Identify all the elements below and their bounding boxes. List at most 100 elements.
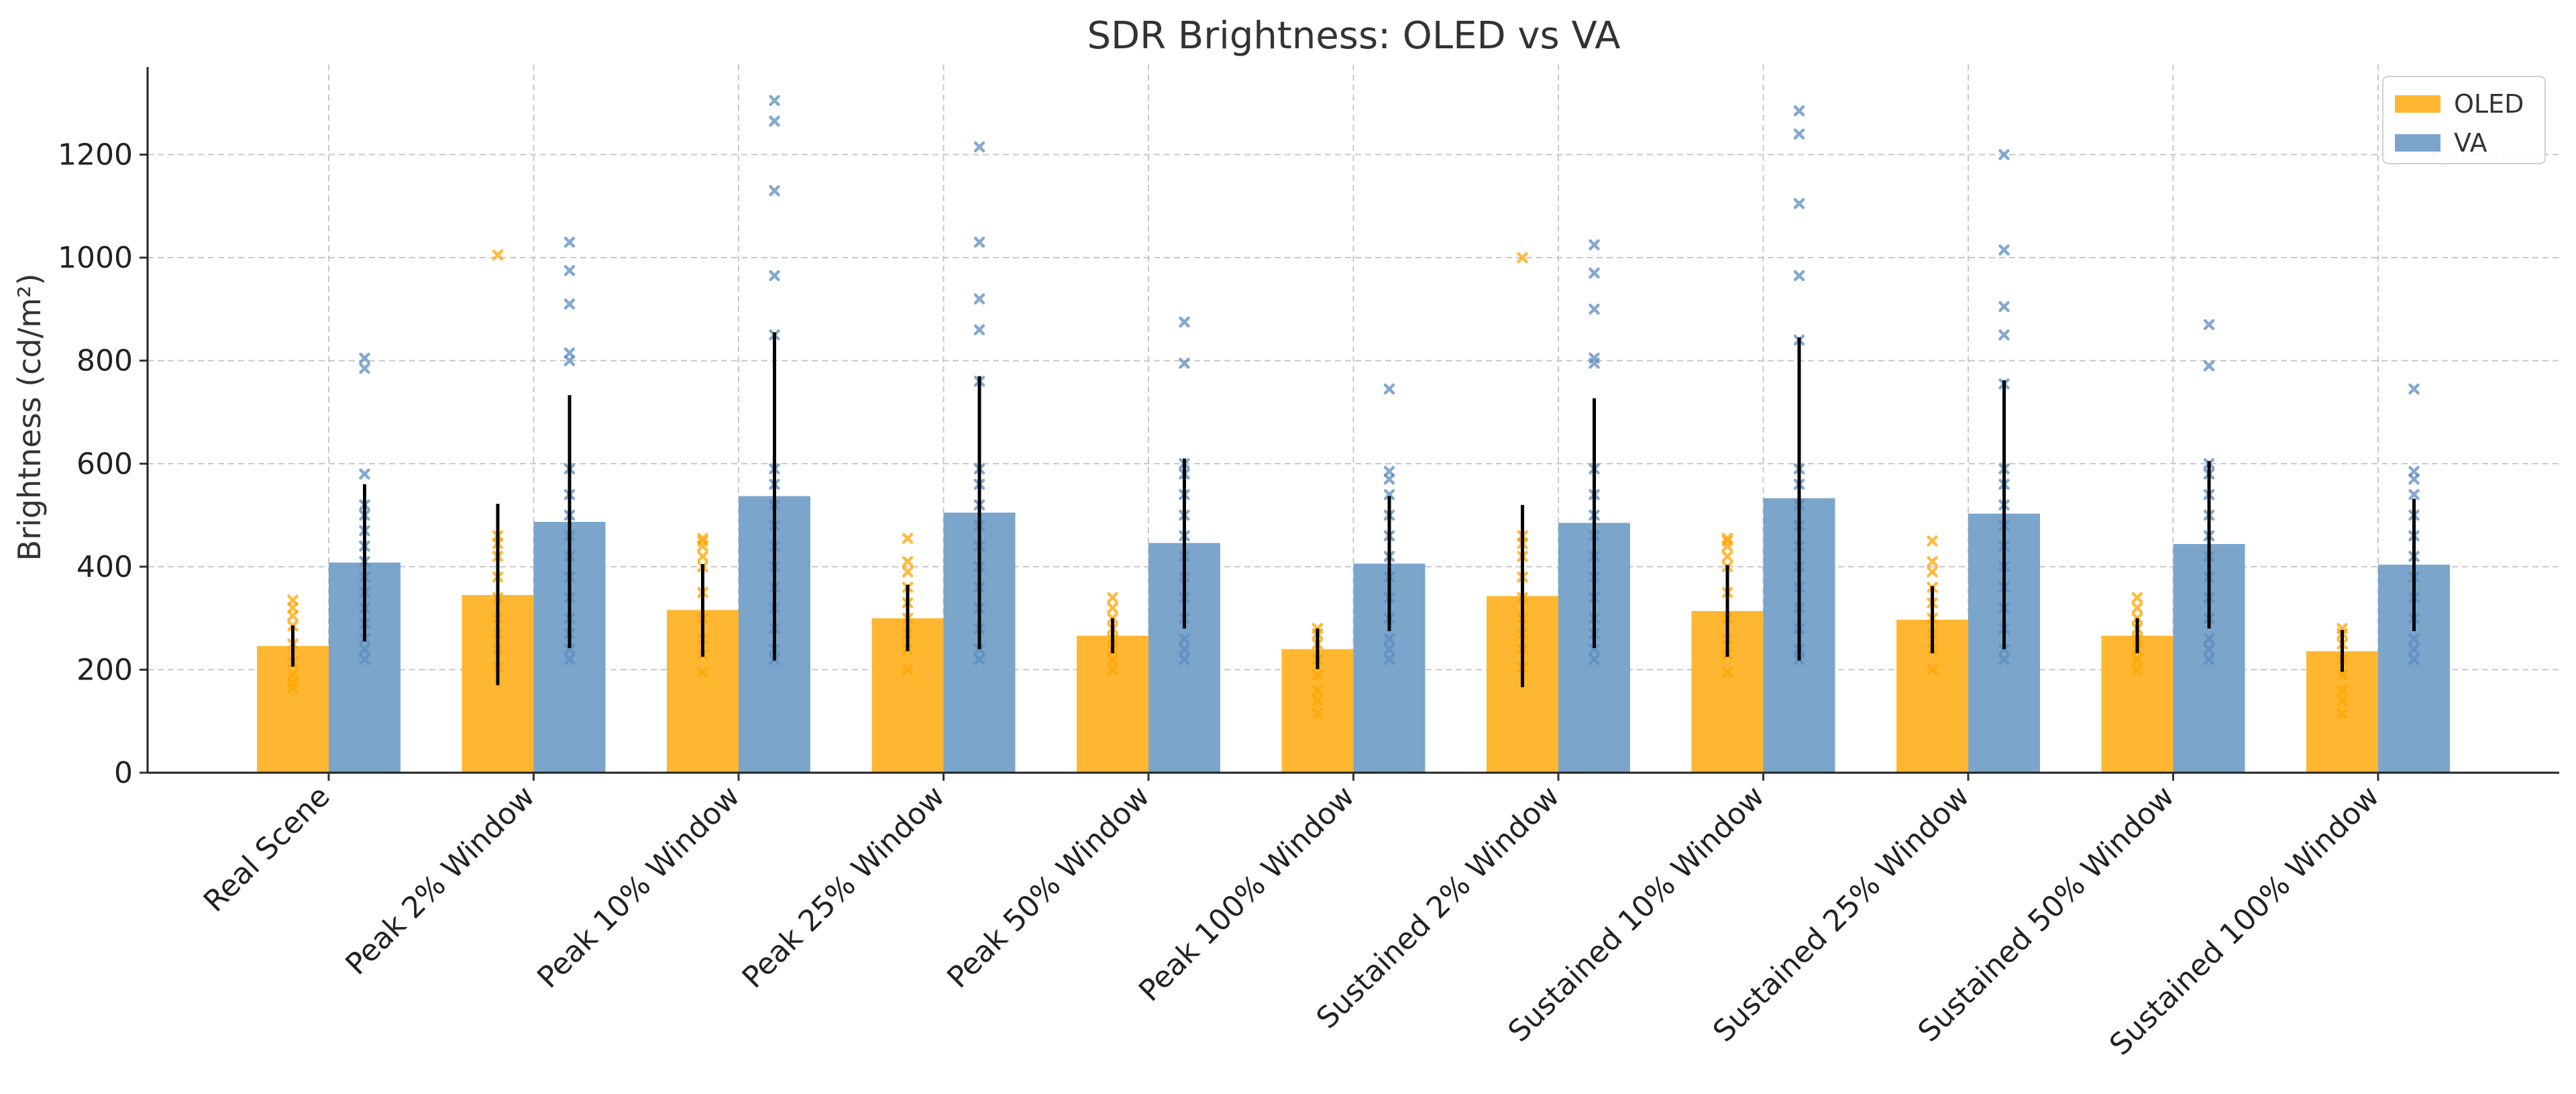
point-va — [2203, 319, 2215, 331]
point-va — [1179, 316, 1190, 328]
point-va — [769, 115, 780, 127]
point-va — [1383, 489, 1395, 500]
point-oled — [2337, 695, 2348, 706]
point-oled — [1107, 653, 1118, 665]
point-va — [1998, 329, 2010, 341]
point-va — [2408, 653, 2420, 665]
point-va — [1793, 105, 1805, 117]
point-oled — [2337, 708, 2348, 719]
point-oled — [1311, 695, 1324, 706]
y-tick-label: 200 — [76, 653, 133, 687]
axes — [140, 67, 2559, 781]
point-oled — [1107, 664, 1118, 675]
legend-label-va: VA — [2454, 128, 2487, 158]
point-va — [2408, 474, 2420, 485]
point-oled — [1927, 555, 1938, 567]
point-oled — [697, 667, 708, 678]
point-oled — [697, 551, 708, 562]
point-va — [2408, 489, 2420, 500]
point-oled — [1517, 252, 1528, 264]
point-oled — [1927, 535, 1938, 547]
point-va — [359, 352, 370, 364]
point-va — [1383, 633, 1395, 645]
point-va — [564, 298, 576, 310]
point-oled — [287, 610, 299, 622]
x-tick-label: Sustained 2% Window — [1310, 779, 1566, 1036]
bar-oled-peak-100pct-window — [1281, 649, 1354, 773]
point-va — [564, 355, 576, 366]
point-va — [1589, 643, 1600, 655]
point-va — [359, 468, 370, 480]
point-va — [564, 643, 576, 655]
point-va — [564, 265, 576, 276]
y-tick-label: 1200 — [58, 138, 133, 172]
point-va — [973, 293, 985, 305]
point-va — [359, 643, 370, 655]
point-va — [769, 270, 780, 282]
bar-oled-sustained-50pct-window — [2101, 635, 2174, 773]
x-tick-label: Peak 25% Window — [736, 779, 952, 995]
point-oled — [902, 566, 914, 578]
point-va — [2408, 383, 2420, 395]
point-va — [1998, 149, 2010, 160]
point-va — [2408, 633, 2420, 645]
legend-label-oled: OLED — [2454, 89, 2524, 119]
bar-oled-real-scene — [257, 646, 329, 773]
point-oled — [287, 594, 299, 606]
point-va — [564, 347, 576, 359]
point-oled — [697, 535, 708, 547]
y-tick-label: 0 — [114, 756, 133, 790]
point-va — [1383, 474, 1395, 485]
point-va — [1383, 383, 1395, 395]
point-oled — [697, 533, 708, 544]
point-va — [564, 236, 576, 248]
point-oled — [1721, 667, 1733, 678]
point-va — [1179, 633, 1190, 645]
x-tick-label: Peak 10% Window — [531, 779, 747, 995]
point-va — [973, 236, 985, 248]
point-oled — [2131, 602, 2143, 614]
x-tick-label: Peak 100% Window — [1132, 779, 1361, 1008]
point-va — [359, 653, 370, 665]
point-va — [2203, 653, 2215, 665]
point-oled — [1107, 602, 1118, 614]
point-va — [1589, 303, 1600, 315]
point-oled — [1311, 684, 1324, 696]
point-va — [1589, 267, 1600, 279]
point-va — [1998, 300, 2010, 313]
point-va — [769, 185, 780, 197]
point-oled — [1721, 535, 1733, 547]
point-oled — [1721, 533, 1733, 544]
point-oled — [902, 533, 914, 544]
legend-swatch-va — [2395, 134, 2440, 152]
error-bars — [291, 332, 2416, 688]
point-oled — [287, 677, 299, 688]
x-tick-label: Peak 50% Window — [941, 779, 1157, 995]
point-oled — [1107, 592, 1118, 604]
y-tick-label: 400 — [76, 550, 133, 584]
point-va — [1179, 653, 1190, 665]
point-oled — [2131, 592, 2143, 604]
point-va — [973, 653, 985, 665]
y-tick-label: 800 — [76, 344, 133, 378]
y-tick-labels: 0 200 400 600 800 1000 1200 — [58, 138, 133, 790]
point-va — [1793, 128, 1805, 140]
point-oled — [1721, 551, 1733, 562]
point-va — [973, 324, 985, 335]
point-va — [1793, 198, 1805, 209]
point-va — [1998, 653, 2010, 665]
point-oled — [1927, 664, 1938, 675]
point-oled — [1927, 566, 1938, 578]
point-va — [564, 653, 576, 665]
grid-lines — [148, 64, 2559, 773]
point-va — [1793, 270, 1805, 282]
legend-swatch-oled — [2395, 95, 2440, 113]
point-va — [1179, 643, 1190, 655]
point-oled — [1311, 669, 1324, 681]
point-va — [1383, 653, 1395, 665]
point-oled — [2337, 669, 2348, 681]
point-va — [2408, 466, 2420, 478]
point-oled — [2337, 684, 2348, 696]
point-oled — [902, 664, 914, 675]
